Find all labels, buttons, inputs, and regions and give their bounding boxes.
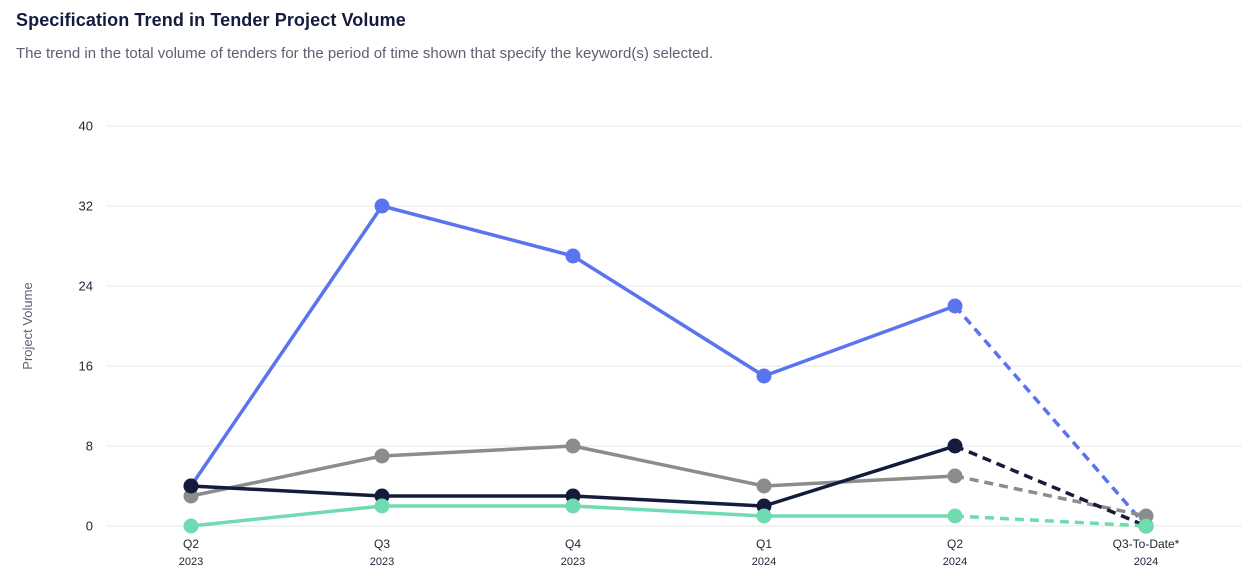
- grid-lines: [106, 125, 1242, 527]
- series-line-projected: [953, 304, 1148, 528]
- y-axis-label: Project Volume: [20, 282, 35, 369]
- data-point: [1138, 518, 1154, 534]
- data-point: [947, 508, 963, 524]
- series-line-projected: [954, 444, 1147, 528]
- x-tick-year-label: 2023: [561, 556, 585, 568]
- series-line-projected: [954, 474, 1147, 518]
- data-point: [947, 468, 963, 484]
- chart-subtitle: The trend in the total volume of tenders…: [16, 45, 714, 62]
- x-tick-label: Q3: [374, 537, 390, 551]
- data-point: [374, 498, 390, 514]
- y-axis-ticks: 0 8 16 24 32 40: [79, 119, 93, 534]
- data-point: [947, 298, 963, 314]
- x-tick-label: Q1: [756, 537, 772, 551]
- x-tick-label: Q3-To-Date*: [1113, 537, 1180, 551]
- x-tick-year-label: 2024: [752, 556, 776, 568]
- data-point: [183, 518, 199, 534]
- y-tick-label: 32: [79, 199, 93, 214]
- x-tick-year-label: 2023: [370, 556, 394, 568]
- series-group: [183, 198, 1154, 534]
- data-point: [565, 498, 581, 514]
- x-tick-year-label: 2024: [1134, 556, 1158, 568]
- x-tick-label: Q2: [183, 537, 199, 551]
- x-tick-year-label: 2023: [179, 556, 203, 568]
- x-axis-ticks: Q2 2023 Q3 2023 Q4 2023 Q1 2024 Q2 2024 Q3-To-Date…: [179, 537, 1180, 568]
- series-line-projected: [954, 514, 1147, 528]
- data-point: [947, 438, 963, 454]
- data-point: [374, 198, 390, 214]
- data-point: [183, 478, 199, 494]
- data-point: [374, 448, 390, 464]
- data-point: [756, 478, 772, 494]
- data-point: [756, 508, 772, 524]
- x-tick-label: Q2: [947, 537, 963, 551]
- y-tick-label: 8: [86, 439, 93, 454]
- data-point: [756, 368, 772, 384]
- series-1: [183, 438, 1154, 524]
- y-tick-label: 40: [79, 119, 93, 134]
- y-tick-label: 16: [79, 359, 93, 374]
- data-point: [565, 248, 581, 264]
- chart-title: Specification Trend in Tender Project Vo…: [16, 10, 406, 30]
- series-3: [183, 498, 1154, 534]
- y-tick-label: 24: [79, 279, 93, 294]
- x-tick-year-label: 2024: [943, 556, 967, 568]
- y-tick-label: 0: [86, 519, 93, 534]
- x-tick-label: Q4: [565, 537, 581, 551]
- data-point: [565, 438, 581, 454]
